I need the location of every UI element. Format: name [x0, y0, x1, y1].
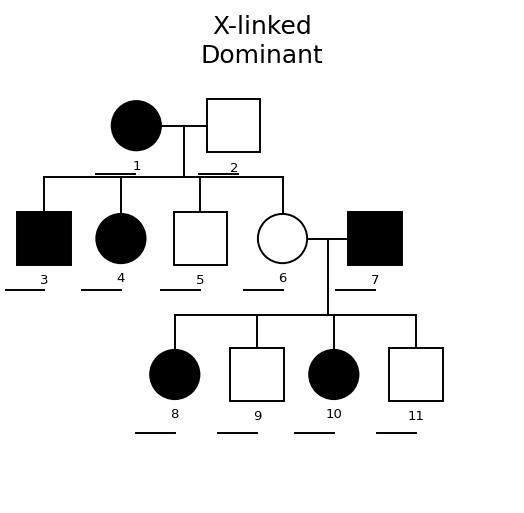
Text: 9: 9: [253, 410, 261, 423]
Circle shape: [309, 350, 358, 399]
Bar: [348, 212, 401, 265]
Text: 8: 8: [171, 408, 179, 421]
Circle shape: [258, 214, 307, 263]
Text: X-linked
Dominant: X-linked Dominant: [201, 15, 323, 68]
Text: 7: 7: [370, 274, 379, 287]
Circle shape: [96, 214, 146, 263]
Text: 5: 5: [196, 274, 205, 287]
Bar: [17, 212, 71, 265]
Text: 2: 2: [230, 162, 238, 174]
Text: 10: 10: [325, 408, 342, 421]
Text: 4: 4: [117, 272, 125, 285]
Text: 11: 11: [407, 410, 424, 423]
Bar: [230, 348, 283, 401]
Circle shape: [112, 101, 161, 150]
Bar: [207, 99, 260, 152]
Text: 1: 1: [132, 160, 140, 172]
Bar: [174, 212, 227, 265]
Text: 3: 3: [40, 274, 48, 287]
Circle shape: [150, 350, 200, 399]
Bar: [389, 348, 443, 401]
Text: 6: 6: [278, 272, 287, 285]
